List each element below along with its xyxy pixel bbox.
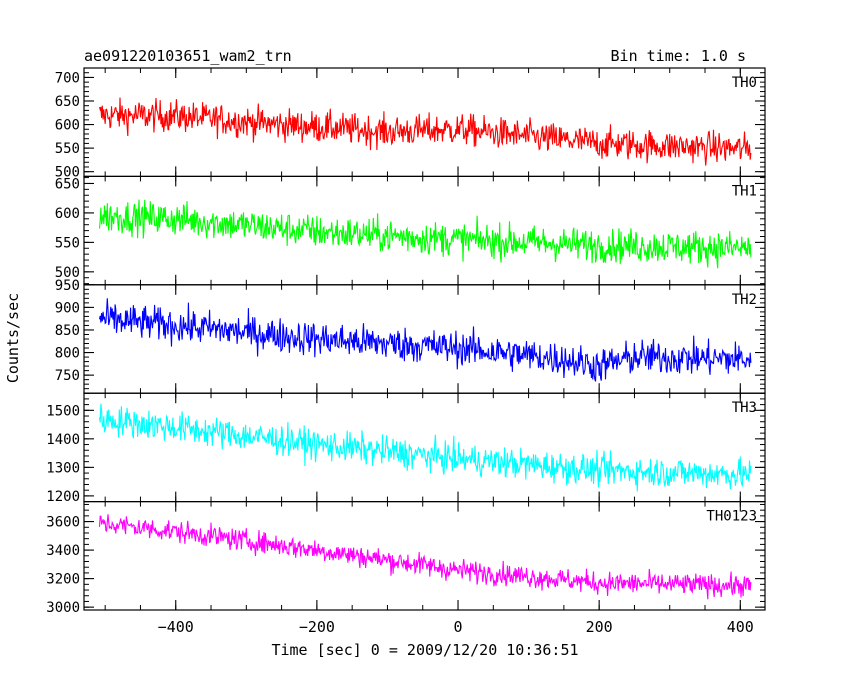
- y-tick-label: 550: [55, 141, 80, 157]
- y-tick-label: 3400: [46, 543, 80, 559]
- y-tick-label: 850: [55, 323, 80, 339]
- y-tick-label: 600: [55, 118, 80, 134]
- y-tick-label: 1500: [46, 403, 80, 419]
- x-tick-label: −200: [299, 618, 335, 636]
- y-tick-label: 1300: [46, 460, 80, 476]
- panels-group: 500 550 600 650 700 TH0 500 550 600 650 TH1 750 800 8…: [46, 67, 766, 636]
- series-line-th0123: [98, 514, 752, 600]
- series-line-th2: [98, 298, 752, 382]
- y-tick-label: 700: [55, 70, 80, 86]
- y-tick-label: 600: [55, 206, 80, 222]
- panel-frame-th3: [83, 392, 766, 503]
- series-line-th0: [98, 97, 752, 166]
- panel-label-th2: TH2: [732, 292, 757, 308]
- panel-frame-th1: [83, 175, 766, 286]
- y-tick-label: 500: [55, 265, 80, 281]
- y-tick-label: 3000: [46, 600, 80, 616]
- y-tick-label: 900: [55, 300, 80, 316]
- series-line-th1: [98, 199, 752, 269]
- y-tick-label: 500: [55, 165, 80, 181]
- x-tick-label: 0: [454, 618, 463, 636]
- chart-title: ae091220103651_wam2_trn: [84, 47, 292, 65]
- panel-label-th3: TH3: [732, 400, 757, 416]
- y-tick-label: 1200: [46, 489, 80, 505]
- x-tick-label: 200: [586, 618, 613, 636]
- y-tick-label: 750: [55, 368, 80, 384]
- y-axis-label: Counts/sec: [4, 293, 22, 383]
- panel-label-th0: TH0: [732, 75, 757, 91]
- panel-label-th1: TH1: [732, 183, 757, 199]
- panel-label-th0123: TH0123: [706, 509, 757, 525]
- y-tick-label: 800: [55, 346, 80, 362]
- y-tick-label: 1400: [46, 432, 80, 448]
- y-tick-label: 650: [55, 94, 80, 110]
- y-tick-label: 3600: [46, 515, 80, 531]
- x-tick-label: 400: [727, 618, 754, 636]
- y-tick-label: 550: [55, 235, 80, 251]
- y-tick-label: 950: [55, 278, 80, 294]
- bin-time-label: Bin time: 1.0 s: [611, 47, 746, 65]
- x-tick-label: −400: [158, 618, 194, 636]
- series-line-th3: [98, 403, 752, 492]
- y-tick-label: 650: [55, 176, 80, 192]
- x-axis-label: Time [sec] 0 = 2009/12/20 10:36:51: [271, 641, 578, 659]
- y-tick-label: 3200: [46, 572, 80, 588]
